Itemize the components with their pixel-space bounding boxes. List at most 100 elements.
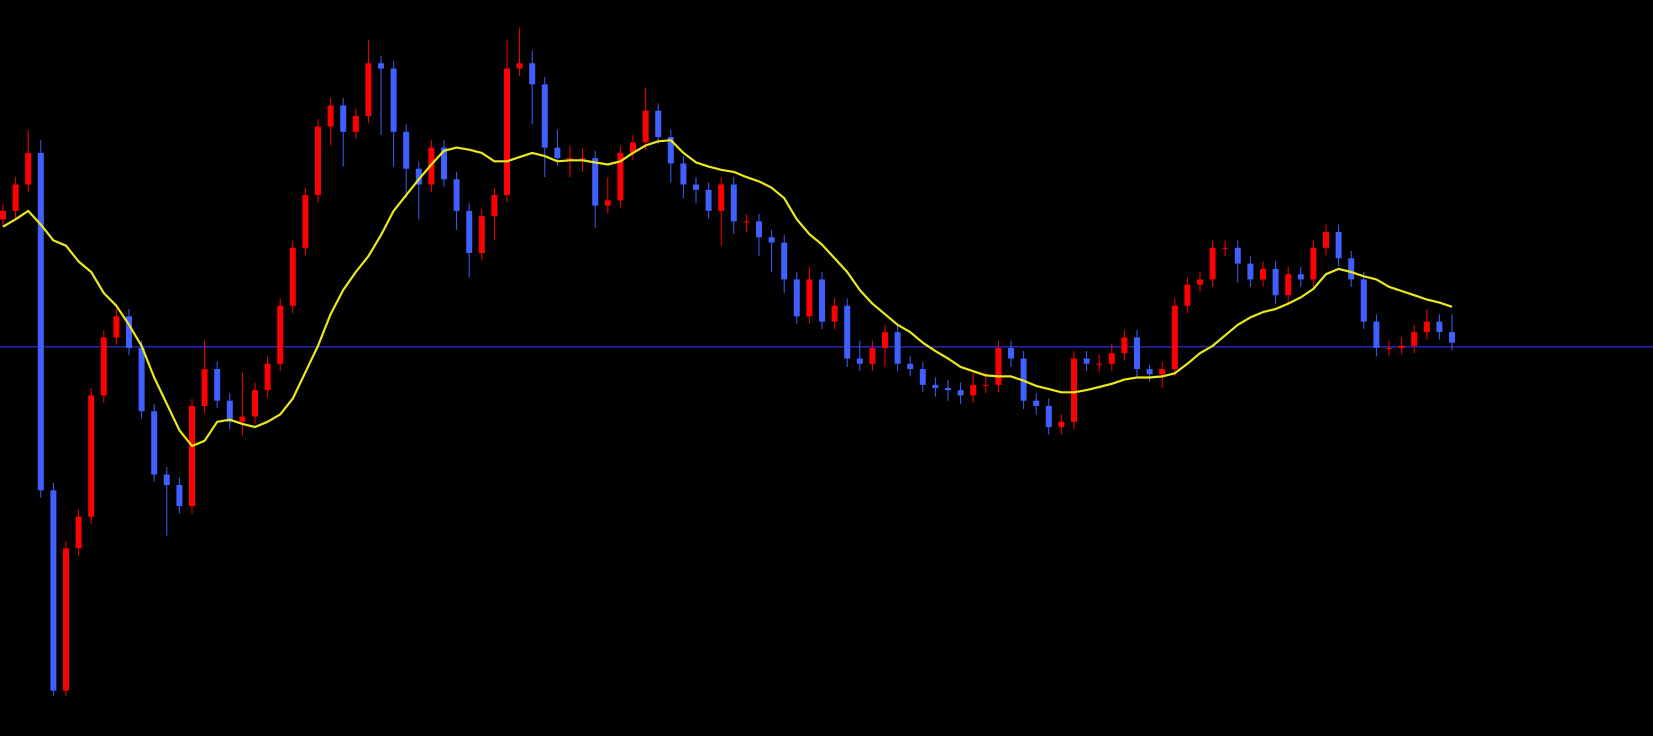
candle-body (0, 210, 6, 220)
candle-body (1209, 247, 1216, 280)
candle-body (567, 158, 573, 160)
candle-body (831, 305, 838, 322)
candle-body (1222, 247, 1229, 249)
candle-body (1197, 279, 1203, 285)
candle-body (25, 152, 32, 185)
candle-body (554, 147, 561, 159)
candle-body (932, 384, 939, 389)
candle-body (1184, 284, 1191, 306)
candle-body (1134, 337, 1140, 370)
candle-body (378, 63, 384, 69)
candle-body (1386, 347, 1392, 349)
candle-body (793, 279, 800, 317)
candle-body (252, 390, 258, 417)
candle-body (869, 347, 876, 364)
candle-body (819, 279, 825, 322)
candle-body (126, 316, 132, 348)
candle-body (592, 158, 599, 206)
candle-body (1360, 279, 1367, 322)
candle-body (894, 332, 901, 364)
candle-body (441, 147, 447, 180)
candle-body (1121, 337, 1128, 354)
candle-body (957, 390, 964, 396)
candle-body (693, 184, 699, 190)
candle-body (63, 548, 69, 691)
candle-body (37, 152, 44, 491)
candle-body (1171, 305, 1178, 370)
candle-body (315, 126, 321, 196)
candle-body (1234, 247, 1241, 264)
candle-body (1335, 231, 1342, 259)
candle-body (491, 195, 498, 217)
candle-body (1285, 274, 1292, 296)
candle-body (781, 242, 788, 280)
candle-body (478, 216, 485, 254)
candle-body (1398, 345, 1405, 348)
candle-body (970, 384, 977, 396)
candle-body (529, 63, 536, 85)
candle-body (403, 131, 410, 169)
candle-body (1449, 332, 1455, 343)
candle-body (1297, 274, 1304, 280)
candle-body (743, 221, 750, 223)
candle-body (163, 474, 170, 486)
candle-body (680, 163, 687, 185)
candle-body (138, 347, 145, 412)
candle-body (806, 279, 813, 317)
candle-body (340, 105, 347, 132)
candle-body (264, 363, 271, 391)
candle-body (1310, 247, 1317, 280)
candle-body (655, 110, 662, 138)
candle-body (730, 184, 737, 222)
candle-body (705, 189, 712, 211)
candle-body (466, 210, 473, 254)
candle-body (1411, 332, 1418, 346)
candle-body (1108, 353, 1115, 364)
candle-body (718, 184, 725, 211)
candle-body (1159, 369, 1166, 375)
candle-body (1423, 321, 1430, 333)
candle-body (982, 384, 989, 386)
candle-body (1008, 347, 1014, 359)
candle-body (1272, 268, 1279, 296)
candle-body (579, 158, 586, 160)
candle-body (1323, 231, 1329, 248)
candle-body (289, 247, 296, 306)
candle-body (604, 200, 611, 206)
candle-body (1096, 363, 1103, 365)
candle-body (995, 347, 1002, 385)
candle-body (453, 179, 460, 211)
candle-body (1083, 358, 1090, 364)
candle-body (882, 332, 888, 348)
candle-body (1045, 405, 1052, 428)
candle-body (352, 115, 359, 132)
candle-body (151, 411, 158, 475)
candle-body (100, 337, 107, 396)
candle-body (327, 105, 334, 127)
candle-body (365, 63, 372, 116)
candle-body (768, 237, 775, 243)
candle-body (945, 388, 951, 391)
candle-body (1260, 268, 1266, 280)
candle-body (617, 152, 624, 201)
candle-body (214, 369, 221, 401)
candle-body (504, 68, 510, 196)
candle-body (541, 84, 548, 148)
candle-body (1436, 321, 1443, 333)
candle-body (390, 68, 397, 132)
candle-body (113, 316, 120, 338)
candle-body (50, 490, 57, 691)
candle-body (75, 516, 82, 549)
candle-body (277, 305, 284, 364)
candle-body (1247, 263, 1254, 280)
candle-body (88, 395, 95, 517)
candle-body (1348, 258, 1355, 280)
candle-body (1146, 369, 1153, 375)
candle-body (756, 221, 762, 238)
candle-body (516, 63, 523, 69)
candle-body (239, 416, 246, 422)
candle-body (667, 137, 674, 164)
